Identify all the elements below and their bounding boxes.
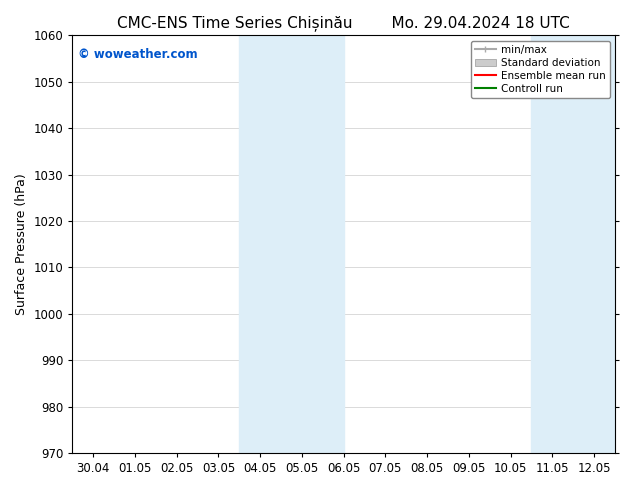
Bar bbox=[239, 35, 344, 453]
Text: © woweather.com: © woweather.com bbox=[78, 48, 197, 61]
Legend: min/max, Standard deviation, Ensemble mean run, Controll run: min/max, Standard deviation, Ensemble me… bbox=[470, 41, 610, 98]
Y-axis label: Surface Pressure (hPa): Surface Pressure (hPa) bbox=[15, 173, 28, 315]
Bar bbox=[531, 35, 615, 453]
Title: CMC-ENS Time Series Chișinău        Mo. 29.04.2024 18 UTC: CMC-ENS Time Series Chișinău Mo. 29.04.2… bbox=[117, 15, 570, 31]
